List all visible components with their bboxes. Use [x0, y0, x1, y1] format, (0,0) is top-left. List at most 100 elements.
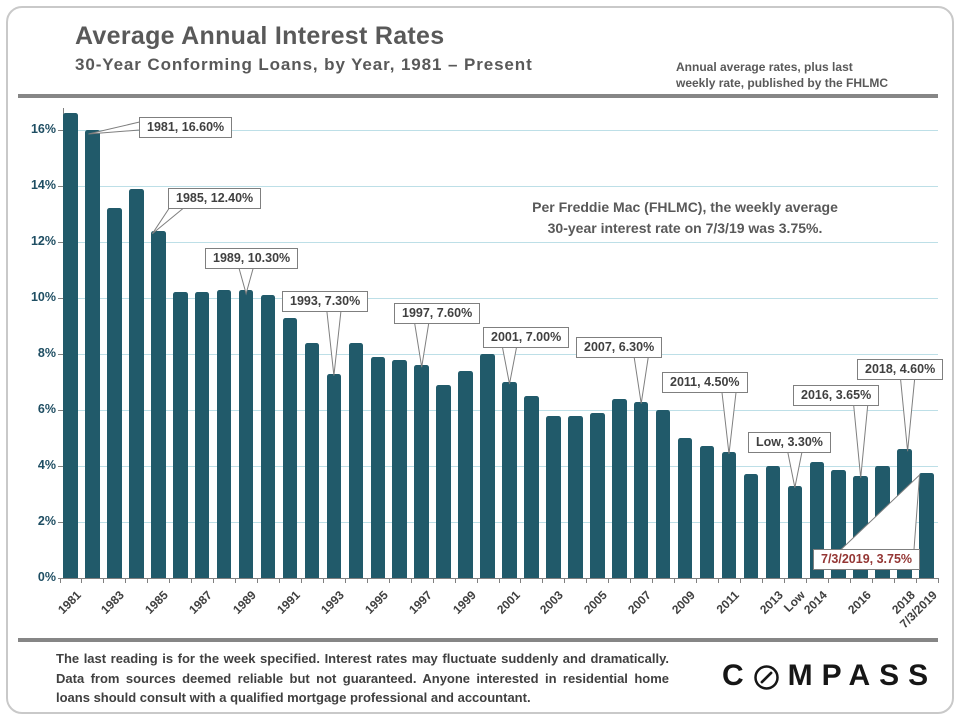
bar-1984	[129, 188, 144, 578]
x-axis-tick	[608, 578, 610, 583]
x-axis-tick	[718, 578, 720, 583]
bar-1989	[238, 289, 254, 578]
gridline	[63, 298, 938, 299]
callout-7/3/2019: 7/3/2019, 3.75%	[813, 549, 921, 570]
logo-text-rest: MPASS	[787, 659, 938, 692]
x-axis-tick	[344, 578, 346, 583]
source-note-line2: weekly rate, published by the FHLMC	[676, 76, 889, 90]
x-axis-tick	[169, 578, 171, 583]
freddie-mac-annotation: Per Freddie Mac (FHLMC), the weekly aver…	[470, 197, 900, 239]
x-axis-tick	[366, 578, 368, 583]
bar-2001	[502, 382, 517, 578]
page-subtitle: 30-Year Conforming Loans, by Year, 1981 …	[75, 55, 533, 74]
callout-1997: 1997, 7.60%	[394, 303, 481, 324]
annotation-line1: Per Freddie Mac (FHLMC), the weekly aver…	[532, 199, 838, 215]
bar-1993	[326, 373, 342, 578]
x-axis-tick	[322, 578, 324, 583]
slide-border	[6, 6, 954, 714]
x-axis-tick	[147, 578, 149, 583]
y-axis-tick	[58, 298, 63, 299]
compass-o-icon	[753, 664, 779, 690]
x-axis-tick	[827, 578, 829, 583]
x-axis-tick	[432, 578, 434, 583]
x-axis-tick	[410, 578, 412, 583]
y-axis-label: 4%	[37, 458, 56, 472]
bar-1995	[370, 356, 386, 578]
x-axis-tick	[849, 578, 851, 583]
callout-pointer-2001	[501, 347, 518, 385]
bar-2014	[809, 461, 825, 578]
bar-2011	[721, 452, 737, 578]
callout-pointer-1997	[414, 323, 430, 368]
callout-1981: 1981, 16.60%	[139, 117, 233, 138]
callout-pointer-1981	[88, 121, 140, 135]
gridline	[63, 410, 938, 411]
bar-1998	[436, 384, 451, 578]
bar-2002	[524, 396, 539, 578]
x-axis-tick	[915, 578, 917, 583]
callout-pointer-1985	[151, 208, 185, 235]
bar-2012	[743, 474, 759, 578]
y-axis-tick	[58, 186, 63, 187]
x-axis-tick	[783, 578, 785, 583]
x-axis-tick	[213, 578, 215, 583]
x-axis-tick	[388, 578, 390, 583]
x-axis-tick	[761, 578, 763, 583]
gridline	[63, 466, 938, 467]
bar-1985	[151, 230, 166, 578]
bar-1999	[458, 370, 473, 578]
callout-1989: 1989, 10.30%	[205, 248, 299, 269]
source-note-line1: Annual average rates, plus last	[676, 60, 853, 74]
bar-2004	[568, 415, 583, 578]
callout-pointer-2018	[900, 379, 916, 452]
callout-pointer-Low	[787, 452, 803, 488]
y-axis-tick	[58, 354, 63, 355]
y-axis-label: 6%	[37, 402, 56, 416]
bar-1991	[282, 317, 298, 578]
x-axis-tick	[454, 578, 456, 583]
y-axis-label: 14%	[30, 178, 56, 192]
x-axis-tick	[235, 578, 237, 583]
x-axis-tick	[498, 578, 500, 583]
gridline	[63, 354, 938, 355]
callout-1985: 1985, 12.40%	[168, 188, 262, 209]
bar-1982	[85, 130, 100, 578]
y-axis-label: 0%	[37, 570, 56, 584]
logo-text-c: C	[722, 659, 753, 692]
callout-2018: 2018, 4.60%	[857, 359, 944, 380]
x-axis-tick	[279, 578, 281, 583]
gridline	[63, 242, 938, 243]
callout-2011: 2011, 4.50%	[662, 372, 748, 393]
x-axis-tick	[652, 578, 654, 583]
x-axis-tick	[520, 578, 522, 583]
x-axis-tick	[674, 578, 676, 583]
y-axis-tick	[58, 130, 63, 131]
x-axis-tick	[937, 578, 939, 583]
bar-1988	[216, 289, 232, 578]
gridline	[63, 522, 938, 523]
x-axis-tick	[81, 578, 83, 583]
x-axis-tick	[739, 578, 741, 583]
y-axis-tick	[58, 242, 63, 243]
gridline	[63, 130, 938, 131]
y-axis-tick	[58, 410, 63, 411]
bar-1997	[414, 365, 429, 578]
source-note: Annual average rates, plus last weekly r…	[676, 59, 938, 91]
x-axis-tick	[586, 578, 588, 583]
bar-2009	[677, 438, 693, 578]
bar-Low	[787, 485, 803, 578]
callout-pointer-1989	[238, 268, 254, 296]
x-axis-tick	[300, 578, 302, 583]
callout-2001: 2001, 7.00%	[483, 327, 570, 348]
bar-2007	[633, 401, 649, 578]
bar-1996	[392, 359, 408, 578]
x-axis-tick	[805, 578, 807, 583]
callout-pointer-2011	[721, 392, 737, 455]
x-axis-tick	[564, 578, 566, 583]
bar-2008	[655, 410, 671, 578]
x-axis-tick	[696, 578, 698, 583]
bar-2003	[546, 415, 561, 578]
x-axis-tick	[103, 578, 105, 583]
x-axis-tick	[125, 578, 127, 583]
